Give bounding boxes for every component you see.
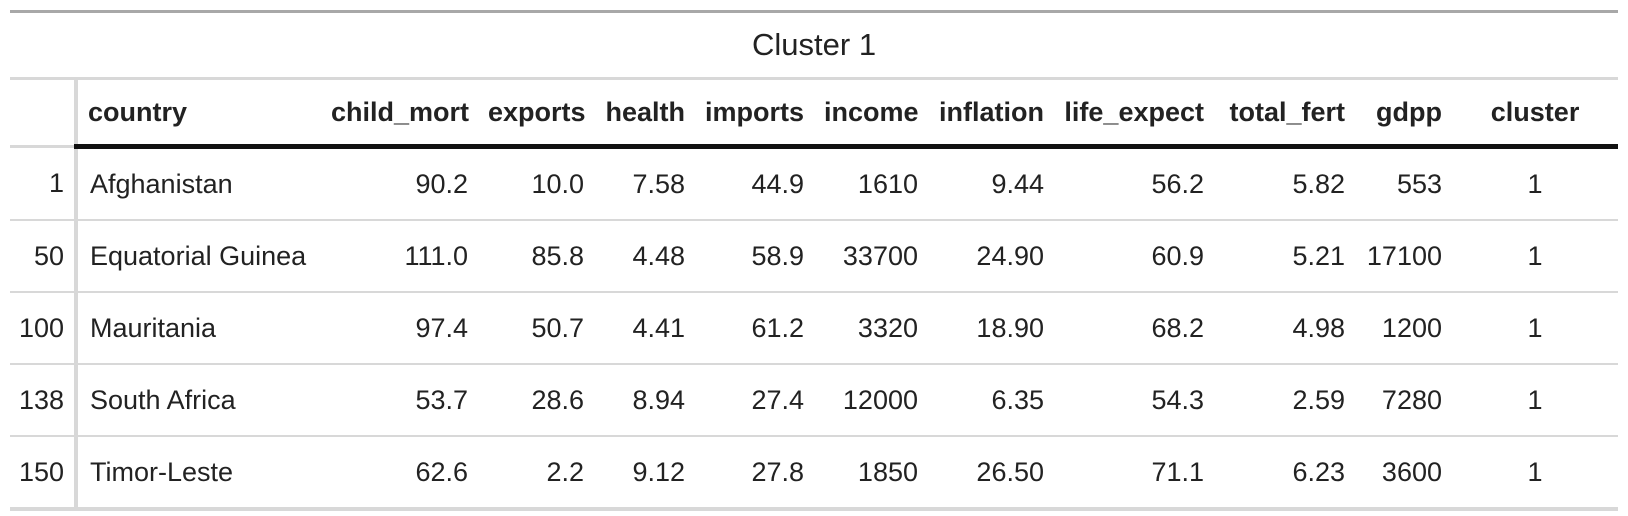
cell-imports: 58.9 xyxy=(695,220,814,293)
cell-imports: 27.4 xyxy=(695,364,814,437)
cell-total-fert: 5.82 xyxy=(1214,146,1355,221)
title-row: Cluster 1 xyxy=(10,13,1619,80)
cell-imports: 44.9 xyxy=(695,146,814,221)
top-rule xyxy=(10,10,1618,13)
row-index: 100 xyxy=(10,292,78,365)
column-header-income: income xyxy=(814,78,928,149)
cell-cluster: 1 xyxy=(1452,220,1619,293)
cell-health: 7.58 xyxy=(594,146,695,221)
cell-child-mort: 90.2 xyxy=(321,146,478,221)
column-header-health: health xyxy=(594,78,695,149)
table-row: 100 Mauritania 97.4 50.7 4.41 61.2 3320 … xyxy=(10,292,1619,365)
table-title: Cluster 1 xyxy=(10,13,1619,80)
cell-gdpp: 3600 xyxy=(1355,436,1452,511)
cell-health: 4.41 xyxy=(594,292,695,365)
cell-health: 9.12 xyxy=(594,436,695,511)
cell-inflation: 26.50 xyxy=(928,436,1054,511)
cell-life-expect: 56.2 xyxy=(1054,146,1214,221)
cell-child-mort: 97.4 xyxy=(321,292,478,365)
column-header-child-mort: child_mort xyxy=(321,78,478,149)
column-header-exports: exports xyxy=(478,78,594,149)
cell-income: 1850 xyxy=(814,436,928,511)
cell-life-expect: 54.3 xyxy=(1054,364,1214,437)
column-header-cluster: cluster xyxy=(1452,78,1619,149)
cluster-table: Cluster 1 country child_mort exports hea… xyxy=(10,13,1619,511)
cell-cluster: 1 xyxy=(1452,436,1619,511)
column-header-gdpp: gdpp xyxy=(1355,78,1452,149)
data-table-container: Cluster 1 country child_mort exports hea… xyxy=(10,10,1619,511)
cell-inflation: 18.90 xyxy=(928,292,1054,365)
column-header-imports: imports xyxy=(695,78,814,149)
cell-gdpp: 553 xyxy=(1355,146,1452,221)
cell-country: South Africa xyxy=(76,364,321,437)
column-header-index xyxy=(10,78,78,148)
table-row: 1 Afghanistan 90.2 10.0 7.58 44.9 1610 9… xyxy=(10,146,1619,221)
column-header-inflation: inflation xyxy=(928,78,1054,149)
cell-inflation: 24.90 xyxy=(928,220,1054,293)
cell-health: 4.48 xyxy=(594,220,695,293)
cell-income: 3320 xyxy=(814,292,928,365)
table-row: 138 South Africa 53.7 28.6 8.94 27.4 120… xyxy=(10,364,1619,437)
cell-child-mort: 111.0 xyxy=(321,220,478,293)
column-header-total-fert: total_fert xyxy=(1214,78,1355,149)
cell-child-mort: 53.7 xyxy=(321,364,478,437)
cell-inflation: 9.44 xyxy=(928,146,1054,221)
cell-gdpp: 17100 xyxy=(1355,220,1452,293)
cell-total-fert: 6.23 xyxy=(1214,436,1355,511)
cell-cluster: 1 xyxy=(1452,292,1619,365)
cell-total-fert: 2.59 xyxy=(1214,364,1355,437)
cell-exports: 85.8 xyxy=(478,220,594,293)
table-row: 50 Equatorial Guinea 111.0 85.8 4.48 58.… xyxy=(10,220,1619,293)
cell-life-expect: 71.1 xyxy=(1054,436,1214,511)
cell-country: Timor-Leste xyxy=(76,436,321,511)
cell-gdpp: 7280 xyxy=(1355,364,1452,437)
cell-country: Equatorial Guinea xyxy=(76,220,321,293)
row-index: 150 xyxy=(10,436,78,511)
cell-cluster: 1 xyxy=(1452,146,1619,221)
cell-exports: 28.6 xyxy=(478,364,594,437)
cell-total-fert: 4.98 xyxy=(1214,292,1355,365)
cell-imports: 61.2 xyxy=(695,292,814,365)
cell-imports: 27.8 xyxy=(695,436,814,511)
table-body: 1 Afghanistan 90.2 10.0 7.58 44.9 1610 9… xyxy=(10,146,1619,511)
cell-life-expect: 68.2 xyxy=(1054,292,1214,365)
cell-child-mort: 62.6 xyxy=(321,436,478,511)
cell-income: 33700 xyxy=(814,220,928,293)
cell-exports: 2.2 xyxy=(478,436,594,511)
cell-life-expect: 60.9 xyxy=(1054,220,1214,293)
cell-income: 12000 xyxy=(814,364,928,437)
column-header-life-expect: life_expect xyxy=(1054,78,1214,149)
cell-income: 1610 xyxy=(814,146,928,221)
cell-total-fert: 5.21 xyxy=(1214,220,1355,293)
cell-country: Mauritania xyxy=(76,292,321,365)
cell-exports: 50.7 xyxy=(478,292,594,365)
cell-cluster: 1 xyxy=(1452,364,1619,437)
row-index: 50 xyxy=(10,220,78,293)
cell-gdpp: 1200 xyxy=(1355,292,1452,365)
cell-inflation: 6.35 xyxy=(928,364,1054,437)
row-index: 138 xyxy=(10,364,78,437)
column-header-row: country child_mort exports health import… xyxy=(10,78,1619,149)
row-index: 1 xyxy=(10,146,78,221)
cell-exports: 10.0 xyxy=(478,146,594,221)
table-row: 150 Timor-Leste 62.6 2.2 9.12 27.8 1850 … xyxy=(10,436,1619,511)
column-header-country: country xyxy=(76,78,321,149)
cell-country: Afghanistan xyxy=(76,146,321,221)
cell-health: 8.94 xyxy=(594,364,695,437)
